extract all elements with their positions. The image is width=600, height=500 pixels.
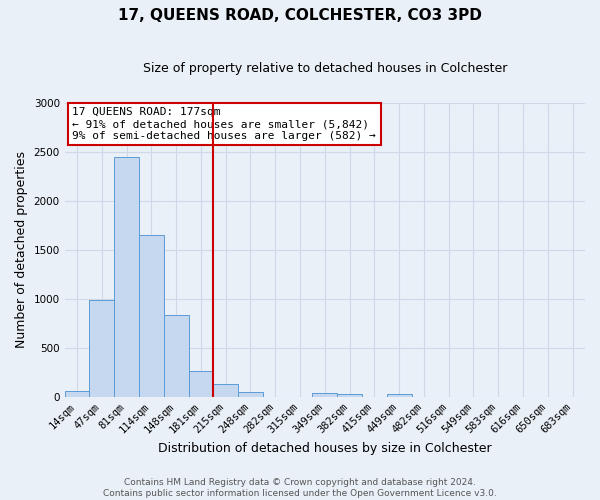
Bar xyxy=(238,392,263,396)
Bar xyxy=(139,235,164,396)
Bar xyxy=(214,384,238,396)
Bar xyxy=(387,394,412,396)
Bar xyxy=(114,157,139,396)
Bar xyxy=(313,392,337,396)
Text: 17 QUEENS ROAD: 177sqm
← 91% of detached houses are smaller (5,842)
9% of semi-d: 17 QUEENS ROAD: 177sqm ← 91% of detached… xyxy=(73,108,376,140)
Text: 17, QUEENS ROAD, COLCHESTER, CO3 3PD: 17, QUEENS ROAD, COLCHESTER, CO3 3PD xyxy=(118,8,482,22)
Bar xyxy=(65,391,89,396)
Text: Contains HM Land Registry data © Crown copyright and database right 2024.
Contai: Contains HM Land Registry data © Crown c… xyxy=(103,478,497,498)
Y-axis label: Number of detached properties: Number of detached properties xyxy=(15,152,28,348)
Bar xyxy=(164,316,188,396)
Title: Size of property relative to detached houses in Colchester: Size of property relative to detached ho… xyxy=(143,62,507,76)
Bar xyxy=(337,394,362,396)
X-axis label: Distribution of detached houses by size in Colchester: Distribution of detached houses by size … xyxy=(158,442,491,455)
Bar xyxy=(188,370,214,396)
Bar xyxy=(89,300,114,396)
